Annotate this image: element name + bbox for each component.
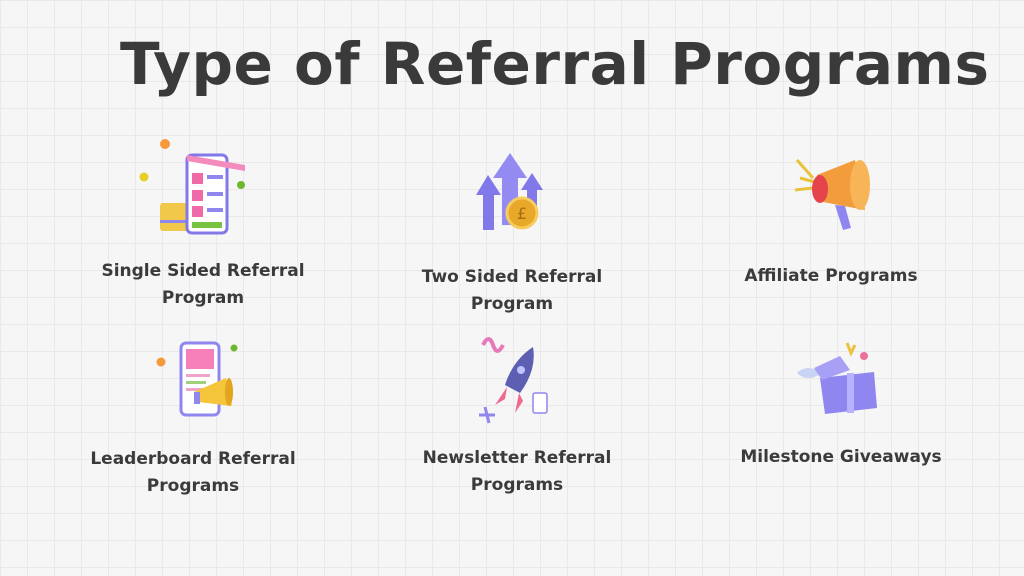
megaphone-icon bbox=[795, 159, 870, 230]
page-title: Type of Referral Programs bbox=[120, 30, 990, 98]
svg-text:£: £ bbox=[517, 204, 527, 223]
item-label-milestone: Milestone Giveaways bbox=[740, 447, 942, 467]
phone-megaphone-icon bbox=[156, 341, 238, 417]
item-label-two-sided: Two Sided Referral Program bbox=[421, 267, 603, 314]
item-label-newsletter: Newsletter Referral Programs bbox=[422, 448, 612, 495]
arrows-coin-icon: £ bbox=[476, 153, 543, 230]
item-label-affiliate: Affiliate Programs bbox=[744, 266, 918, 286]
shop-phone-card-icon bbox=[139, 139, 245, 235]
rocket-icon bbox=[479, 337, 548, 424]
item-label-single-sided: Single Sided Referral Program bbox=[101, 261, 305, 308]
gift-box-icon bbox=[797, 342, 877, 414]
item-label-leaderboard: Leaderboard Referral Programs bbox=[90, 449, 296, 496]
